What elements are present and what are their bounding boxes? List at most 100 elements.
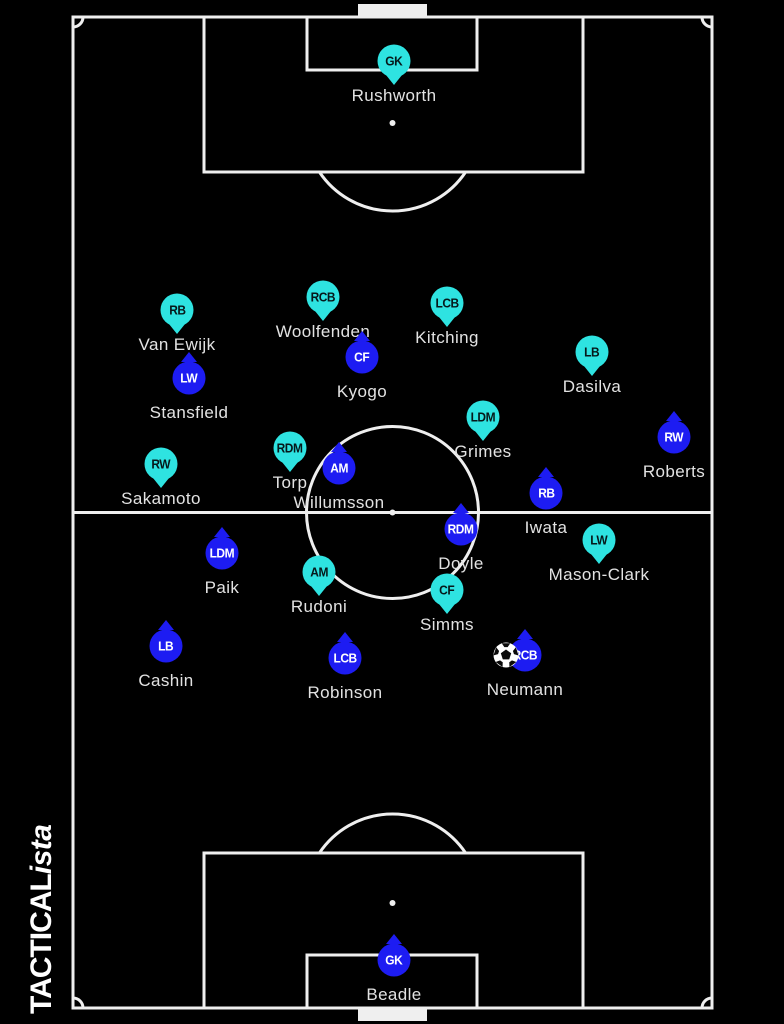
player-role-label: LB bbox=[158, 638, 174, 654]
pin-triangle-icon bbox=[666, 411, 682, 421]
player-role-label: LDM bbox=[470, 409, 496, 425]
player-role-label: GK bbox=[385, 952, 403, 968]
player-name-label: Grimes bbox=[454, 442, 512, 461]
player-role-label: LB bbox=[584, 344, 600, 360]
player-name-label: Sakamoto bbox=[121, 489, 201, 508]
player-marker-circle[interactable]: RB bbox=[160, 293, 194, 327]
pin-triangle-icon bbox=[475, 431, 491, 441]
tacticalista-logo: TACTICALista bbox=[22, 784, 62, 1014]
player-marker-circle[interactable]: LB bbox=[149, 629, 183, 663]
player-marker-circle[interactable]: LCB bbox=[430, 286, 464, 320]
player-role-label: RDM bbox=[448, 521, 474, 537]
pin-triangle-icon bbox=[158, 620, 174, 630]
corner-arc-top-right bbox=[700, 16, 713, 29]
player-name-label: Robinson bbox=[307, 683, 383, 702]
pin-triangle-icon bbox=[439, 604, 455, 614]
player-role-label: LCB bbox=[435, 295, 459, 311]
player-name-label: Paik bbox=[204, 578, 240, 597]
player-name-label: Roberts bbox=[642, 462, 706, 481]
player-role-label: RW bbox=[664, 429, 684, 445]
pin-triangle-icon bbox=[315, 311, 331, 321]
player-role-label: AM bbox=[330, 460, 348, 476]
goal-bottom bbox=[358, 1008, 427, 1021]
pin-triangle-icon bbox=[337, 632, 353, 642]
penalty-spot-top bbox=[389, 120, 396, 126]
player-name-label: Neumann bbox=[486, 680, 564, 699]
player-role-label: LCB bbox=[333, 650, 357, 666]
penalty-arc-top bbox=[318, 171, 467, 213]
goal-top bbox=[358, 4, 427, 17]
player-marker-circle[interactable]: GK bbox=[377, 44, 411, 78]
player-role-label: GK bbox=[385, 53, 403, 69]
player-marker-circle[interactable]: RDM bbox=[444, 512, 478, 546]
player-name-label: Kyogo bbox=[336, 382, 388, 401]
pin-triangle-icon bbox=[311, 586, 327, 596]
pin-triangle-icon bbox=[214, 527, 230, 537]
logo-italic-text: ista bbox=[25, 824, 58, 875]
player-marker-circle[interactable]: AM bbox=[302, 555, 336, 589]
player-role-label: RDM bbox=[277, 440, 303, 456]
player-role-label: RB bbox=[537, 485, 555, 501]
center-circle bbox=[305, 425, 480, 600]
player-marker-circle[interactable]: RDM bbox=[273, 431, 307, 465]
player-marker-circle[interactable]: LW bbox=[582, 523, 616, 557]
player-name-label: Kitching bbox=[415, 328, 479, 347]
player-marker-circle[interactable]: LB bbox=[575, 335, 609, 369]
player-role-label: RB bbox=[168, 302, 186, 318]
player-name-label: Simms bbox=[420, 615, 474, 634]
player-marker-circle[interactable]: CF bbox=[430, 573, 464, 607]
player-name-label: Dasilva bbox=[562, 377, 622, 396]
player-marker-circle[interactable]: RCB bbox=[306, 280, 340, 314]
player-marker-circle[interactable]: CF bbox=[345, 340, 379, 374]
player-marker-circle[interactable]: GK bbox=[377, 943, 411, 977]
player-marker-circle[interactable]: LDM bbox=[205, 536, 239, 570]
player-name-label: Torp bbox=[272, 473, 308, 492]
center-spot bbox=[389, 509, 396, 516]
soccer-ball-icon[interactable] bbox=[492, 641, 520, 669]
pin-triangle-icon bbox=[453, 503, 469, 513]
pin-triangle-icon bbox=[331, 442, 347, 452]
pin-triangle-icon bbox=[153, 478, 169, 488]
player-marker-circle[interactable]: AM bbox=[322, 451, 356, 485]
player-name-label: Cashin bbox=[138, 671, 194, 690]
pin-triangle-icon bbox=[282, 462, 298, 472]
player-name-label: Willumsson bbox=[293, 493, 385, 512]
player-name-label: Van Ewijk bbox=[138, 335, 216, 354]
player-name-label: Woolfenden bbox=[275, 322, 371, 341]
player-role-label: LW bbox=[180, 370, 198, 386]
penalty-arc-bottom bbox=[318, 812, 467, 854]
player-role-label: CF bbox=[354, 349, 370, 365]
player-marker-circle[interactable]: RW bbox=[144, 447, 178, 481]
player-marker-circle[interactable]: RW bbox=[657, 420, 691, 454]
corner-arc-top-left bbox=[72, 16, 85, 29]
pin-triangle-icon bbox=[169, 324, 185, 334]
pin-triangle-icon bbox=[181, 352, 197, 362]
player-role-label: RCB bbox=[512, 647, 538, 663]
player-marker-circle[interactable]: RB bbox=[529, 476, 563, 510]
pin-triangle-icon bbox=[591, 554, 607, 564]
pin-triangle-icon bbox=[439, 317, 455, 327]
penalty-spot-bottom bbox=[389, 900, 396, 906]
player-name-label: Rudoni bbox=[290, 597, 348, 616]
player-marker-circle[interactable]: LCB bbox=[328, 641, 362, 675]
player-name-label: Beadle bbox=[366, 985, 422, 1004]
player-name-label: Iwata bbox=[524, 518, 568, 537]
player-name-label: Rushworth bbox=[351, 86, 437, 105]
player-role-label: LW bbox=[590, 532, 608, 548]
corner-arc-bottom-left bbox=[72, 996, 85, 1009]
player-name-label: Mason-Clark bbox=[548, 565, 650, 584]
player-role-label: RCB bbox=[310, 289, 336, 305]
pin-triangle-icon bbox=[386, 75, 402, 85]
player-role-label: LDM bbox=[209, 545, 235, 561]
player-name-label: Stansfield bbox=[149, 403, 229, 422]
player-marker-circle[interactable]: LW bbox=[172, 361, 206, 395]
pin-triangle-icon bbox=[538, 467, 554, 477]
pin-triangle-icon bbox=[354, 331, 370, 341]
logo-bold-text: TACTICAL bbox=[25, 874, 58, 1014]
pin-triangle-icon bbox=[517, 629, 533, 639]
pin-triangle-icon bbox=[584, 366, 600, 376]
corner-arc-bottom-right bbox=[700, 996, 713, 1009]
player-marker-circle[interactable]: LDM bbox=[466, 400, 500, 434]
